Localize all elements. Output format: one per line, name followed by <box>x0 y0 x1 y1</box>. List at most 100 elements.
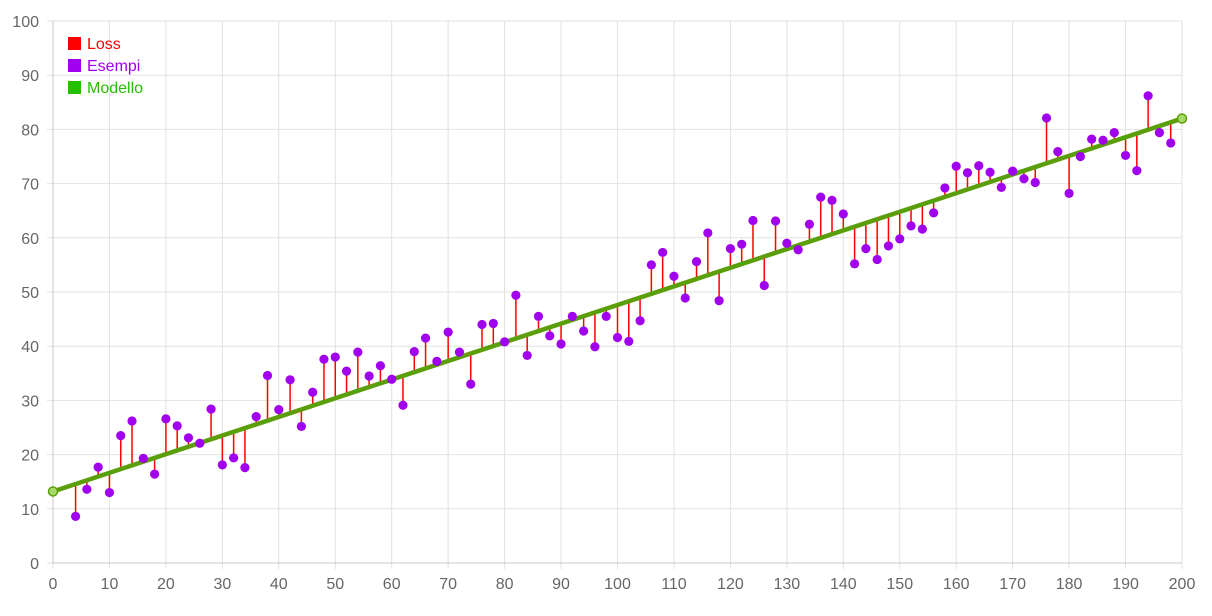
example-point <box>116 431 126 441</box>
example-point <box>793 245 803 255</box>
example-point <box>127 416 137 426</box>
example-point <box>104 487 115 498</box>
x-tick-label: 120 <box>717 576 744 593</box>
example-point <box>183 433 194 443</box>
example-point <box>274 405 284 415</box>
example-point <box>770 216 781 226</box>
example-point <box>849 259 860 269</box>
example-point <box>1154 128 1165 138</box>
example-point <box>511 290 521 300</box>
example-point <box>217 460 227 470</box>
example-point <box>985 167 995 177</box>
x-tick-label: 0 <box>49 576 58 593</box>
example-point <box>70 511 81 521</box>
example-point <box>285 375 295 385</box>
example-point <box>974 161 984 171</box>
y-tick-label: 50 <box>21 285 39 302</box>
y-tick-label: 80 <box>21 122 39 139</box>
x-tick-label: 110 <box>661 576 687 593</box>
example-point <box>782 238 792 248</box>
example-point <box>409 347 419 357</box>
example-point <box>353 347 363 357</box>
example-point <box>488 318 498 329</box>
example-point <box>138 453 148 463</box>
example-point <box>1132 165 1142 176</box>
x-tick-label: 190 <box>1112 576 1139 593</box>
example-point <box>229 453 239 463</box>
legend-swatch <box>68 37 81 50</box>
example-point <box>1008 166 1018 176</box>
legend-label: Modello <box>87 80 143 97</box>
grid <box>47 20 1183 569</box>
x-tick-label: 100 <box>604 576 631 593</box>
example-point <box>1109 128 1119 138</box>
example-point <box>759 280 769 291</box>
example-point <box>150 469 160 479</box>
example-point <box>82 484 92 494</box>
x-tick-label: 140 <box>830 576 857 593</box>
example-point <box>195 438 205 448</box>
example-point <box>691 257 702 267</box>
example-point <box>1064 188 1074 198</box>
y-tick-label: 10 <box>21 502 39 519</box>
example-point <box>500 337 510 347</box>
example-point <box>1166 138 1176 148</box>
example-point <box>161 414 171 424</box>
example-point <box>533 311 544 321</box>
example-point <box>262 370 273 381</box>
example-point <box>319 354 329 364</box>
y-tick-label: 90 <box>21 68 39 85</box>
x-tick-label: 80 <box>496 576 514 593</box>
example-point <box>703 228 713 238</box>
example-point <box>466 379 476 389</box>
example-point <box>477 319 487 330</box>
example-point <box>1053 147 1063 157</box>
y-tick-label: 70 <box>21 177 39 194</box>
x-tick-label: 30 <box>213 576 231 593</box>
example-point <box>341 366 352 376</box>
example-point <box>296 421 306 432</box>
example-point <box>556 339 566 349</box>
example-point <box>816 192 826 202</box>
example-point <box>827 195 837 206</box>
y-tick-label: 100 <box>12 14 39 31</box>
example-point <box>658 247 668 258</box>
example-point <box>962 168 973 178</box>
legend-label: Loss <box>87 36 121 53</box>
example-point <box>1098 135 1108 145</box>
example-point <box>522 350 532 361</box>
example-point <box>895 234 905 244</box>
example-point <box>172 421 182 431</box>
x-tick-label: 200 <box>1169 576 1196 593</box>
x-tick-label: 20 <box>157 576 175 593</box>
example-point <box>804 219 815 229</box>
example-point <box>996 182 1006 192</box>
example-point <box>1019 174 1029 184</box>
example-point <box>1120 150 1131 161</box>
example-point <box>635 316 645 326</box>
example-point <box>612 332 623 343</box>
example-point <box>940 183 950 193</box>
model-line <box>50 116 1185 494</box>
loss-lines <box>74 95 1172 517</box>
example-point <box>646 260 656 270</box>
x-tick-label: 170 <box>999 576 1026 593</box>
example-point <box>601 311 611 321</box>
example-point <box>872 254 882 265</box>
x-tick-label: 50 <box>326 576 344 593</box>
example-point <box>545 331 555 341</box>
legend: Loss Esempi Modello <box>68 36 143 97</box>
example-point <box>398 400 408 410</box>
example-point <box>387 374 397 384</box>
example-point <box>1143 91 1153 101</box>
example-point <box>375 361 386 371</box>
example-point <box>420 333 431 343</box>
example-point <box>454 347 465 357</box>
x-tick-label: 60 <box>383 576 401 593</box>
example-point <box>680 293 690 303</box>
example-point <box>567 311 577 321</box>
example-point <box>951 161 961 171</box>
x-tick-label: 150 <box>886 576 913 593</box>
example-point <box>432 356 442 366</box>
